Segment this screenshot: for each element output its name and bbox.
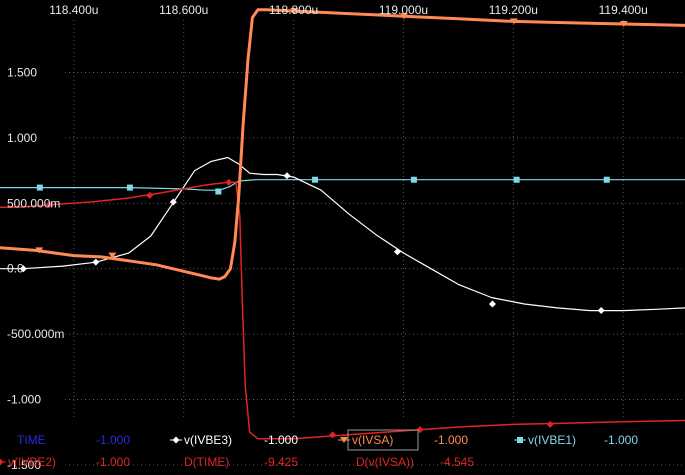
series-line-v-ivbe2 (0, 181, 685, 440)
series-marker-v-ivbe1-3 (312, 176, 319, 183)
series-marker-v-ivbe3-3 (283, 172, 291, 180)
series-marker-v-ivbe3-5 (488, 300, 496, 308)
series-marker-v-ivbe2-1 (146, 191, 154, 199)
series-marker-v-ivsa-2 (290, 7, 299, 14)
y-tick-label-6: -1.500 (7, 458, 41, 472)
legend-label-v-ivbe2[interactable]: v(IVBE2) (8, 455, 56, 469)
series-marker-v-ivbe3-0 (19, 265, 27, 273)
y-tick-label-4: -500.000m (7, 327, 64, 341)
series-marker-v-ivbe1-6 (603, 176, 610, 183)
x-tick-label-3: 119.000u (379, 3, 428, 17)
legend-value-v-ivbe2: -1.000 (96, 455, 130, 469)
series-marker-v-ivsa-1 (108, 252, 117, 259)
series-marker-v-ivbe2-0 (45, 201, 53, 209)
y-tick-label-0: 1.500 (7, 65, 37, 79)
legend-swatch-marker-v-ivsa (340, 437, 348, 443)
series-marker-v-ivbe3-4 (393, 248, 401, 256)
series-marker-v-ivbe1-5 (513, 176, 520, 183)
y-tick-label-3: 0.0 (7, 262, 24, 276)
legend-label-v-ivbe1[interactable]: v(IVBE1) (528, 433, 576, 447)
series-marker-v-ivsa-0 (35, 247, 44, 254)
legend-value-d-v-ivsa: -4.545 (440, 455, 474, 469)
series-marker-v-ivsa-5 (619, 21, 628, 28)
legend-swatch-marker-v-ivbe3 (172, 436, 180, 444)
legend-label-d-time[interactable]: D(TIME) (184, 455, 229, 469)
x-axis-ticks: 118.400u 118.600u 118.800u 119.000u 119.200u… (49, 3, 647, 17)
legend-swatch-marker-v-ivbe2 (0, 458, 4, 466)
y-tick-label-1: 1.000 (7, 131, 37, 145)
y-tick-label-5: -1.000 (7, 393, 41, 407)
y-axis-ticks: 1.500 1.000 500.000m 0.0 -500.000m -1.000 -1.5… (7, 65, 64, 471)
series-marker-v-ivbe1-0 (36, 184, 43, 191)
legend-value-v-ivsa: -1.000 (434, 433, 468, 447)
series-marker-v-ivbe1-2 (215, 188, 222, 195)
x-tick-label-1: 118.600u (159, 3, 208, 17)
legend-value-v-ivbe1: -1.000 (604, 433, 638, 447)
legend-value-d-time: -9.425 (264, 455, 298, 469)
legend-label-time[interactable]: TIME (17, 433, 46, 447)
y-tick-label-2: 500.000m (7, 196, 60, 210)
series-marker-v-ivbe2-3 (329, 431, 337, 439)
series-line-v-ivsa (0, 8, 685, 281)
legend-value-v-ivbe3: -1.000 (264, 433, 298, 447)
x-tick-label-4: 119.200u (489, 3, 538, 17)
x-tick-label-5: 119.400u (599, 3, 648, 17)
series-marker-v-ivbe1-4 (410, 176, 417, 183)
legend-label-d-v-ivsa[interactable]: D(v(IVSA)) (356, 455, 414, 469)
grid-layer (65, 20, 685, 466)
legend-value-time: -1.000 (96, 433, 130, 447)
series-marker-v-ivbe3-2 (169, 198, 177, 206)
legend-swatch-marker-v-ivbe1 (517, 437, 523, 443)
series-marker-v-ivsa-3 (400, 13, 409, 20)
legend: TIME -1.000 v(IVBE3) -1.000 v(IVSA) -1.000 v(I… (0, 429, 638, 469)
series-marker-v-ivbe1-1 (126, 184, 133, 191)
legend-label-v-ivsa[interactable]: v(IVSA) (352, 433, 393, 447)
series-marker-v-ivsa-4 (509, 18, 518, 25)
series-marker-v-ivbe3-6 (597, 307, 605, 315)
series-marker-v-ivbe3-1 (92, 258, 100, 266)
legend-label-v-ivbe3[interactable]: v(IVBE3) (184, 433, 232, 447)
x-tick-label-0: 118.400u (49, 3, 98, 17)
series-marker-v-ivbe2-2 (225, 178, 233, 186)
x-tick-label-2: 118.800u (269, 3, 318, 17)
marker-layer (19, 7, 628, 439)
legend-selection-box (347, 429, 419, 451)
series-marker-v-ivbe2-5 (546, 420, 554, 428)
